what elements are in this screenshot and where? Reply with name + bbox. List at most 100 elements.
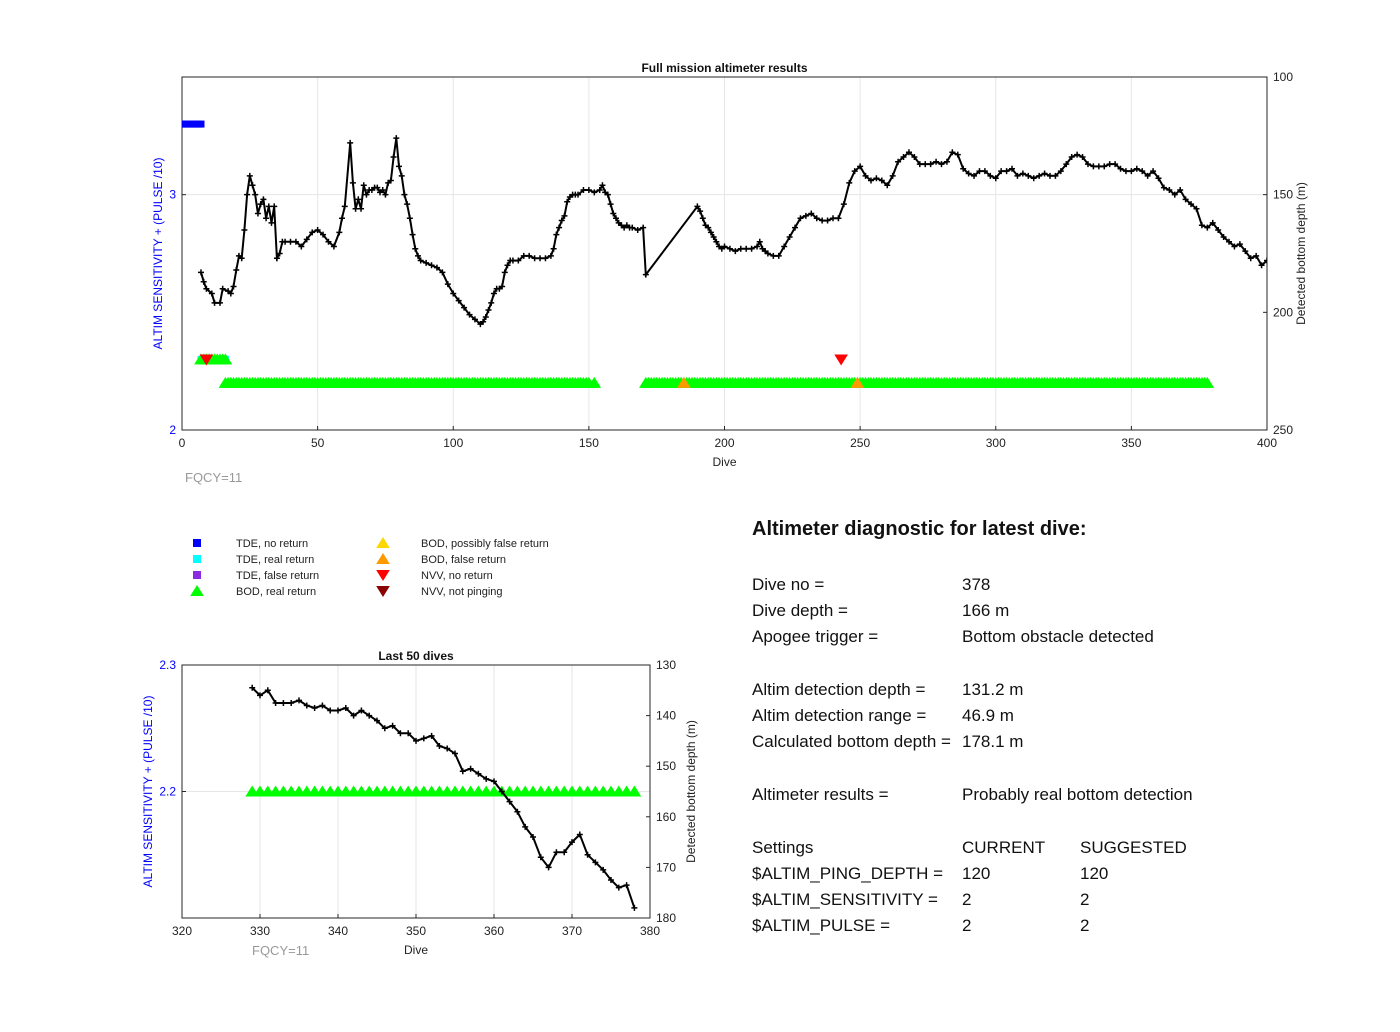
detection-range-label: Altim detection range = — [752, 706, 927, 725]
x-tick-label: 380 — [640, 924, 660, 938]
plot-area — [245, 684, 642, 911]
depth-point — [1318, 267, 1324, 273]
depth-point — [1052, 172, 1059, 179]
depth-point — [857, 163, 864, 170]
depth-point — [257, 201, 264, 208]
depth-point — [482, 314, 489, 321]
depth-point — [775, 252, 782, 259]
y2-tick-label: 140 — [656, 709, 676, 723]
depth-point — [398, 172, 405, 179]
depth-point — [721, 243, 728, 250]
depth-point — [561, 849, 568, 856]
depth-point — [1122, 168, 1129, 175]
depth-point — [981, 168, 988, 175]
depth-point — [382, 191, 389, 198]
depth-point — [488, 299, 495, 306]
depth-point — [350, 712, 357, 719]
depth-point — [585, 186, 592, 193]
depth-point — [1030, 175, 1037, 182]
legend-label: NVV, not pinging — [421, 586, 503, 598]
legend-marker-square — [193, 571, 201, 579]
sensitivity-current: 2 — [962, 890, 972, 909]
depth-point — [1198, 222, 1205, 229]
x-tick-label: 360 — [484, 924, 504, 938]
depth-point — [1095, 163, 1102, 170]
depth-point — [584, 851, 591, 858]
x-axis-label: Dive — [712, 455, 736, 469]
depth-point — [230, 283, 237, 290]
depth-point — [211, 299, 218, 306]
y-axis-label: ALTIM SENSITIVITY + (PULSE /10) — [151, 158, 165, 350]
ping-depth-label: $ALTIM_PING_DEPTH = — [752, 864, 943, 883]
depth-point — [1215, 226, 1222, 233]
depth-point — [452, 750, 458, 757]
depth-point — [911, 154, 918, 161]
depth-point — [219, 285, 226, 292]
depth-point — [607, 201, 614, 208]
depth-point — [592, 859, 599, 866]
depth-point — [1253, 252, 1260, 259]
calculated-depth-label: Calculated bottom depth = — [752, 732, 951, 751]
depth-point — [1090, 163, 1097, 170]
depth-point — [514, 808, 521, 815]
depth-point — [406, 215, 413, 222]
depth-point — [303, 702, 310, 709]
y2-axis-label: Detected bottom depth (m) — [684, 720, 698, 863]
depth-point — [802, 212, 809, 219]
y-tick-label: 3 — [169, 188, 176, 202]
marker-triangle-up — [676, 376, 691, 388]
fqcy-annotation: FQCY=11 — [185, 470, 242, 485]
depth-point — [336, 229, 343, 236]
depth-point — [341, 203, 348, 210]
depth-point — [1019, 170, 1026, 177]
depth-point — [327, 707, 334, 714]
depth-point — [1269, 262, 1275, 268]
depth-point — [320, 231, 327, 238]
depth-point — [387, 177, 394, 184]
depth-point — [379, 186, 386, 193]
depth-point — [561, 212, 568, 219]
depth-point — [309, 229, 316, 236]
depth-point — [1068, 154, 1075, 161]
depth-point — [954, 151, 961, 158]
depth-point — [797, 215, 804, 222]
depth-point — [556, 224, 563, 231]
chart-title: Last 50 dives — [378, 649, 454, 663]
depth-point — [520, 252, 527, 259]
depth-point — [288, 699, 295, 706]
depth-point — [830, 215, 836, 222]
depth-point — [197, 269, 204, 276]
depth-point — [949, 149, 956, 156]
apogee-trigger-label: Apogee trigger = — [752, 627, 879, 646]
depth-point — [414, 252, 421, 259]
x-tick-label: 330 — [250, 924, 270, 938]
depth-point — [480, 318, 487, 325]
altimeter-results-value: Probably real bottom detection — [962, 785, 1193, 804]
depth-point — [1209, 219, 1216, 226]
depth-point — [1079, 154, 1086, 161]
depth-point — [296, 697, 302, 704]
depth-point — [531, 255, 538, 262]
legend-marker-triangle-down — [376, 586, 390, 598]
depth-point — [1204, 224, 1211, 231]
depth-point — [342, 705, 349, 712]
y-tick-label: 2 — [169, 423, 176, 437]
depth-point — [355, 196, 362, 203]
depth-point — [1242, 248, 1249, 255]
depth-point — [835, 215, 842, 222]
depth-point — [905, 149, 912, 156]
depth-point — [265, 203, 272, 210]
legend-marker-square — [193, 555, 201, 563]
depth-point — [1009, 165, 1016, 172]
legend-label: TDE, false return — [236, 570, 319, 582]
legend-label: BOD, false return — [421, 554, 506, 566]
marker-triangle-down — [199, 354, 214, 366]
depth-point — [509, 257, 516, 264]
plot-area — [182, 120, 1324, 388]
marker-triangle-up — [1200, 376, 1215, 388]
legend-marker-triangle-down — [376, 570, 390, 582]
depth-point — [889, 172, 896, 179]
depth-point — [263, 215, 270, 222]
depth-point — [264, 687, 271, 694]
